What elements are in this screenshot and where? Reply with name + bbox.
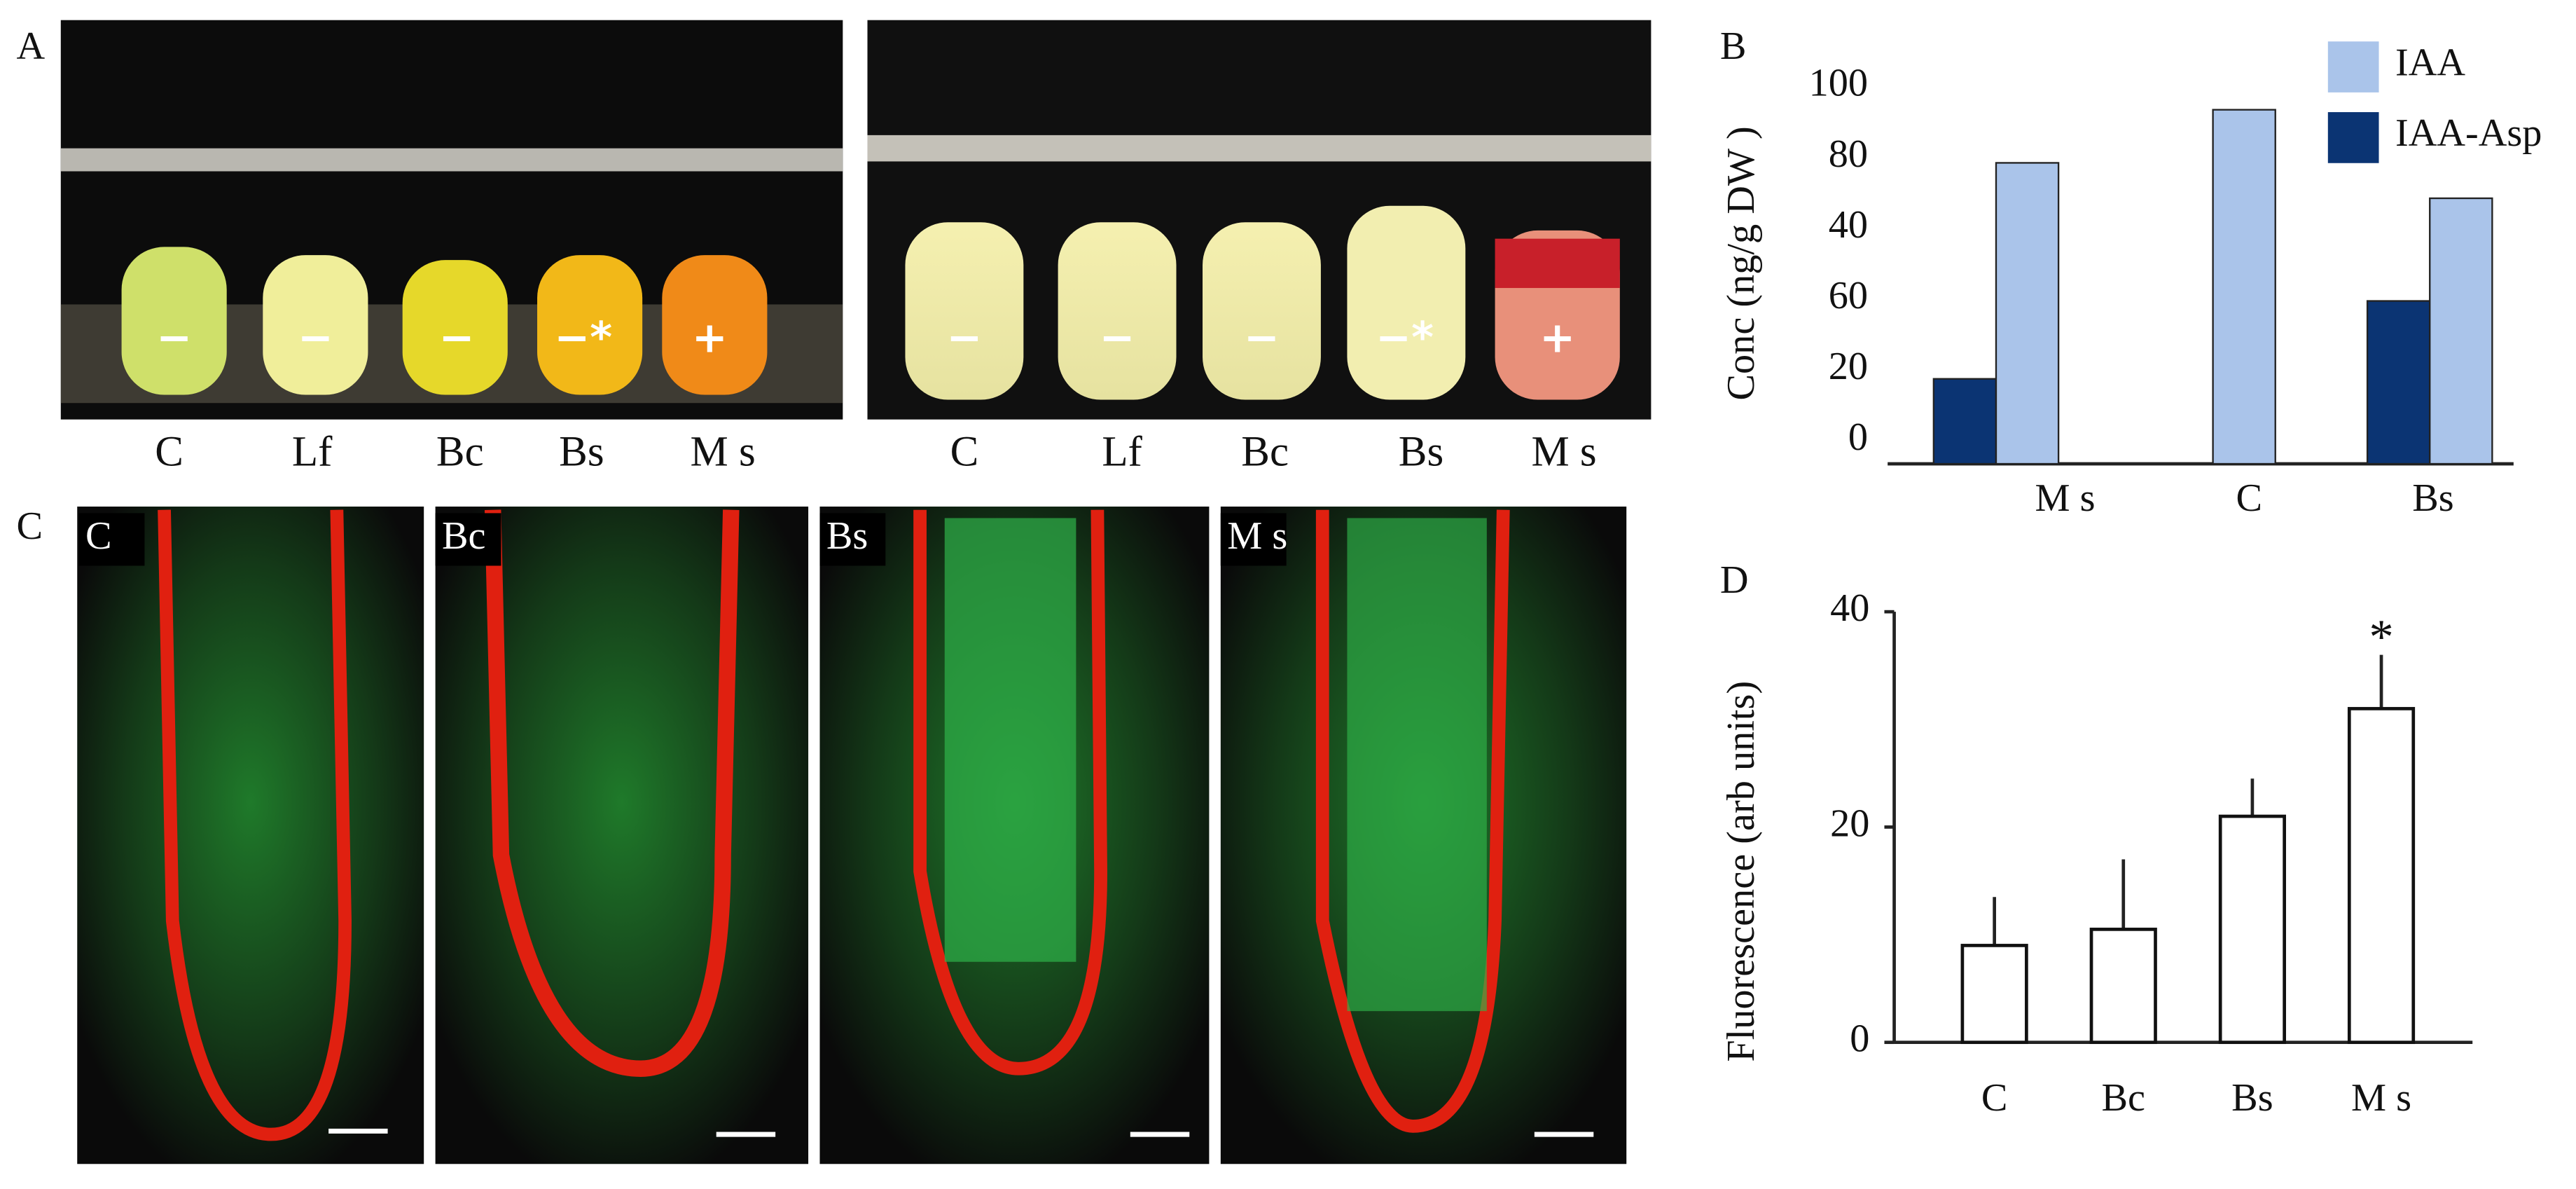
panel-label: A [16,25,45,68]
root-outline [1315,509,1510,1133]
bar [2347,707,2416,1045]
rack-bar [867,135,1651,162]
x-tick-label: Bs [2231,1076,2273,1120]
tube-sign: − [1100,313,1135,363]
panel-label: B [1720,25,1747,68]
root-outline [484,509,740,1077]
panel-c-photos [77,507,1627,1164]
tube-sign: − [1244,313,1280,363]
panel-label: C [16,504,43,548]
tube [1203,222,1321,400]
tube [402,260,508,395]
tube-label: Bc [436,428,484,475]
bar [2212,109,2276,465]
tube-label: Lf [292,428,333,475]
x-tick-label: Bc [2102,1076,2146,1120]
root-outline [158,509,352,1141]
y-tick-label: 80 [1829,132,1868,176]
legend-swatch [2327,112,2379,163]
gfp [944,518,1076,962]
x-tick-label: C [1981,1076,2008,1120]
y-tick-label: 20 [1829,345,1868,388]
tube-band [1495,238,1620,289]
annotation: * [2369,610,2393,664]
tube-sign: − [298,313,333,363]
bar [2089,928,2157,1045]
legend-label: IAA-Asp [2395,111,2542,155]
rack-bar [60,148,843,172]
photo [77,507,424,1164]
y-axis-label: Conc (ng/g DW ) [1719,126,1763,400]
tube-sign: + [1539,313,1575,363]
y-tick-label: 20 [1830,802,1869,845]
tube-label: C [950,428,979,475]
tube-label: Bc [1241,428,1289,475]
bar [2218,814,2286,1045]
image-label: Bs [826,514,868,558]
label-bg [78,513,145,566]
root-outline [913,509,1107,1075]
tube [1347,205,1466,400]
tube-sign: −* [1376,313,1434,363]
label-bg [1220,513,1287,566]
image-label: Bc [442,514,486,558]
label-bg [435,513,501,566]
x-tick-label: C [2236,476,2262,520]
x-tick-label: Bs [2412,476,2453,520]
y-tick-label: 40 [1829,203,1868,247]
y-axis-label: Fluorescence (arb units) [1719,681,1763,1062]
x-tick-label: M s [2035,476,2095,520]
tube-sign: −* [554,313,612,363]
image-label: M s [1227,514,1287,558]
tube [263,255,368,395]
y-tick-label: 0 [1848,415,1868,459]
bar [1960,944,2028,1045]
label-bg [819,513,886,566]
tube [905,222,1024,400]
y-tick-label: 40 [1830,586,1869,630]
legend-label: IAA [2395,41,2465,84]
tube [662,255,768,395]
tube-label: M s [1531,428,1596,475]
x-tick-label: M s [2351,1076,2411,1120]
tube [537,255,643,395]
tube-sign: − [946,313,982,363]
gfp [1347,518,1487,1012]
tube-sign: + [692,313,728,363]
tube-label: C [155,428,183,475]
bar [1995,162,2060,465]
y-tick-label: 0 [1850,1017,1869,1061]
tube-label: Bs [559,428,604,475]
panel-a-photos [60,20,1651,420]
tube [1058,222,1177,400]
tube-sign: − [439,313,475,363]
legend-swatch [2327,41,2379,92]
tube-label: Lf [1102,428,1142,475]
tube-label: M s [690,428,755,475]
y-tick-label: 100 [1809,62,1868,105]
tube-sign: − [156,313,192,363]
y-tick-label: 60 [1829,274,1868,317]
tube [121,247,227,395]
tube-label: Bs [1399,428,1443,475]
bar [2429,197,2493,465]
bar [1932,378,1997,465]
bar [2366,300,2431,465]
image-label: C [85,514,112,558]
panel-label: D [1720,558,1749,602]
